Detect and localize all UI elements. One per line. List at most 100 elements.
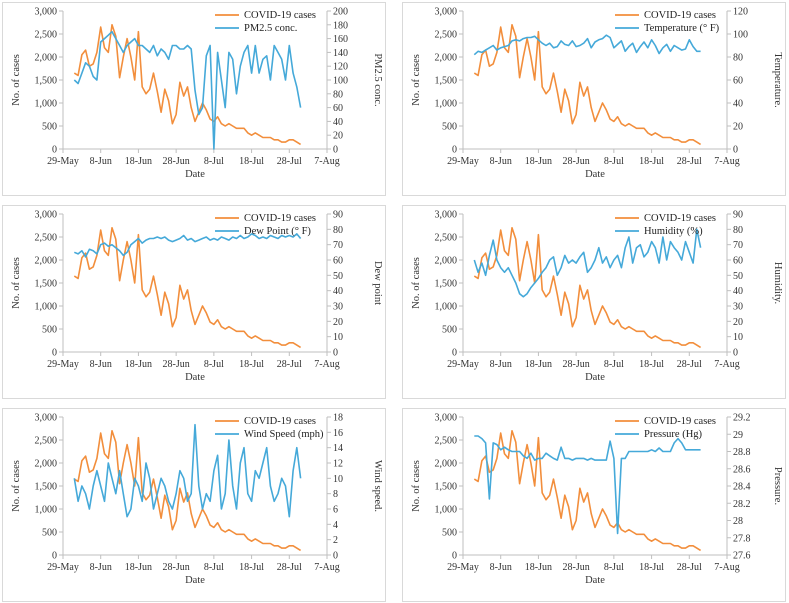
pm25-cases-series-line: [73, 23, 302, 146]
wind-speed-legend-factor-label: Wind Speed (mph): [244, 429, 324, 440]
humidity-right-tick-label: 20: [733, 317, 743, 328]
temperature-left-tick-label: 2,500: [435, 30, 458, 41]
temperature-right-tick-label: 20: [733, 122, 743, 133]
pressure-left-tick-label: 0: [452, 551, 457, 562]
humidity-right-tick-label: 60: [733, 256, 743, 267]
humidity-legend-cases-label: COVID-19 cases: [644, 213, 716, 224]
pm25-x-tick-label: 18-Jul: [239, 156, 264, 167]
chart-pressure-svg: 0 500 1,000 1,500 2,000 2,500 3,000 27.6 27.8 28 2…: [411, 413, 783, 587]
chart-panel-pressure: 0 500 1,000 1,500 2,000 2,500 3,000 27.6 27.8 28 2…: [402, 408, 786, 602]
pressure-right-tick-label: 28.2: [733, 499, 751, 510]
humidity-right-tick-label: 50: [733, 271, 743, 282]
humidity-right-tick-label: 30: [733, 302, 743, 313]
temperature-x-tick-label: 29-May: [447, 156, 479, 167]
temperature-legend-cases-label: COVID-19 cases: [644, 10, 716, 21]
humidity-x-tick-label: 7-Aug: [714, 359, 740, 370]
humidity-x-tick-label: 28-Jun: [563, 359, 590, 370]
dew-point-cases-series-line: [73, 226, 302, 349]
humidity-cases-series-line: [473, 226, 702, 349]
humidity-x-tick-label: 18-Jul: [639, 359, 664, 370]
wind-speed-factor-series-line: [73, 423, 302, 518]
pm25-left-tick-label: 3,000: [35, 7, 58, 18]
wind-speed-x-tick-label: 28-Jul: [277, 562, 302, 573]
dew-point-left-tick-label: 3,000: [35, 210, 58, 221]
humidity-left-tick-label: 1,000: [435, 302, 458, 313]
wind-speed-right-tick-label: 0: [333, 551, 338, 562]
pressure-right-tick-label: 28.8: [733, 447, 751, 458]
pm25-legend-factor-label: PM2.5 conc.: [244, 23, 297, 34]
wind-speed-x-tick-label: 28-Jun: [163, 562, 190, 573]
wind-speed-x-tick-label: 18-Jul: [239, 562, 264, 573]
temperature-right-tick-label: 40: [733, 99, 743, 110]
pm25-right-tick-label: 180: [333, 20, 348, 31]
humidity-left-tick-label: 2,500: [435, 233, 458, 244]
humidity-left-tick-label: 0: [452, 348, 457, 359]
wind-speed-left-tick-label: 3,000: [35, 413, 58, 424]
pressure-right-tick-label: 28.6: [733, 464, 751, 475]
dew-point-legend-cases-label: COVID-19 cases: [244, 213, 316, 224]
pressure-right-tick-label: 29.2: [733, 413, 751, 424]
humidity-factor-series-line: [473, 228, 702, 298]
wind-speed-left-tick-label: 500: [42, 528, 57, 539]
pressure-legend-factor-label: Pressure (Hg): [644, 429, 703, 440]
temperature-x-axis-title: Date: [585, 169, 605, 180]
dew-point-left-tick-label: 2,500: [35, 233, 58, 244]
pm25-left-tick-label: 500: [42, 122, 57, 133]
pressure-left-tick-label: 500: [442, 528, 457, 539]
chart-humidity-svg: 0 500 1,000 1,500 2,000 2,500 3,000 0 10 20 30 40 50…: [411, 210, 783, 384]
wind-speed-right-tick-label: 10: [333, 474, 343, 485]
pressure-x-tick-label: 29-May: [447, 562, 479, 573]
pressure-x-tick-label: 18-Jul: [639, 562, 664, 573]
pressure-right-tick-label: 29: [733, 430, 743, 441]
chart-wind-speed-svg: 0 500 1,000 1,500 2,000 2,500 3,000 0 2 4 6 8 10 12 14…: [11, 413, 383, 587]
dew-point-right-tick-label: 50: [333, 271, 343, 282]
wind-speed-left-tick-label: 2,500: [35, 436, 58, 447]
wind-speed-cases-series-line: [73, 429, 302, 552]
pm25-right-tick-label: 100: [333, 76, 348, 87]
dew-point-right-tick-label: 70: [333, 240, 343, 251]
wind-speed-x-tick-label: 29-May: [47, 562, 79, 573]
humidity-right-tick-label: 40: [733, 286, 743, 297]
pm25-x-axis-title: Date: [185, 169, 205, 180]
pressure-x-tick-label: 8-Jul: [604, 562, 624, 573]
dew-point-right-tick-label: 10: [333, 332, 343, 343]
wind-speed-right-tick-label: 16: [333, 428, 343, 439]
chart-pm25-svg: 0 500 1,000 1,500 2,000 2,500 3,000 0 20 40 60 80 10…: [11, 7, 383, 181]
temperature-left-tick-label: 500: [442, 122, 457, 133]
temperature-right-axis-title: Temperature.: [772, 52, 783, 108]
wind-speed-right-tick-label: 14: [333, 443, 343, 454]
temperature-left-tick-label: 2,000: [435, 53, 458, 64]
pm25-x-tick-label: 28-Jun: [163, 156, 190, 167]
temperature-right-tick-label: 80: [733, 53, 743, 64]
wind-speed-right-tick-label: 18: [333, 413, 343, 424]
dew-point-right-tick-label: 0: [333, 348, 338, 359]
chart-dew-point-svg: 0 500 1,000 1,500 2,000 2,500 3,000 0 10 20 30 40 50…: [11, 210, 383, 384]
dew-point-x-axis-title: Date: [185, 372, 205, 383]
temperature-x-tick-label: 28-Jun: [563, 156, 590, 167]
humidity-x-tick-label: 28-Jul: [677, 359, 702, 370]
chart-panel-wind-speed: 0 500 1,000 1,500 2,000 2,500 3,000 0 2 4 6 8 10 12 14…: [2, 408, 386, 602]
dew-point-legend-factor-label: Dew Point (° F): [244, 226, 311, 237]
dew-point-left-axis-title: No. of cases: [11, 257, 22, 309]
chart-temperature-svg: 0 500 1,000 1,500 2,000 2,500 3,000 0 20 40 60 80 10…: [411, 7, 783, 181]
humidity-right-tick-label: 10: [733, 332, 743, 343]
pressure-x-tick-label: 7-Aug: [714, 562, 740, 573]
pm25-right-tick-label: 200: [333, 7, 348, 18]
pm25-left-tick-label: 1,500: [35, 76, 58, 87]
wind-speed-left-axis-title: No. of cases: [11, 460, 22, 512]
pm25-x-tick-label: 18-Jun: [125, 156, 152, 167]
temperature-x-tick-label: 8-Jun: [490, 156, 512, 167]
dew-point-x-tick-label: 7-Aug: [314, 359, 340, 370]
dew-point-x-tick-label: 8-Jun: [90, 359, 112, 370]
pm25-left-tick-label: 2,500: [35, 30, 58, 41]
wind-speed-x-tick-label: 18-Jun: [125, 562, 152, 573]
pressure-left-tick-label: 1,500: [435, 482, 458, 493]
chart-panel-dew-point: 0 500 1,000 1,500 2,000 2,500 3,000 0 10 20 30 40 50…: [2, 205, 386, 399]
temperature-left-tick-label: 3,000: [435, 7, 458, 18]
pm25-right-tick-label: 140: [333, 48, 348, 59]
dew-point-right-tick-label: 80: [333, 225, 343, 236]
temperature-x-tick-label: 18-Jul: [639, 156, 664, 167]
chart-panel-temperature: 0 500 1,000 1,500 2,000 2,500 3,000 0 20 40 60 80 10…: [402, 2, 786, 196]
dew-point-x-tick-label: 29-May: [47, 359, 79, 370]
temperature-x-tick-label: 28-Jul: [677, 156, 702, 167]
